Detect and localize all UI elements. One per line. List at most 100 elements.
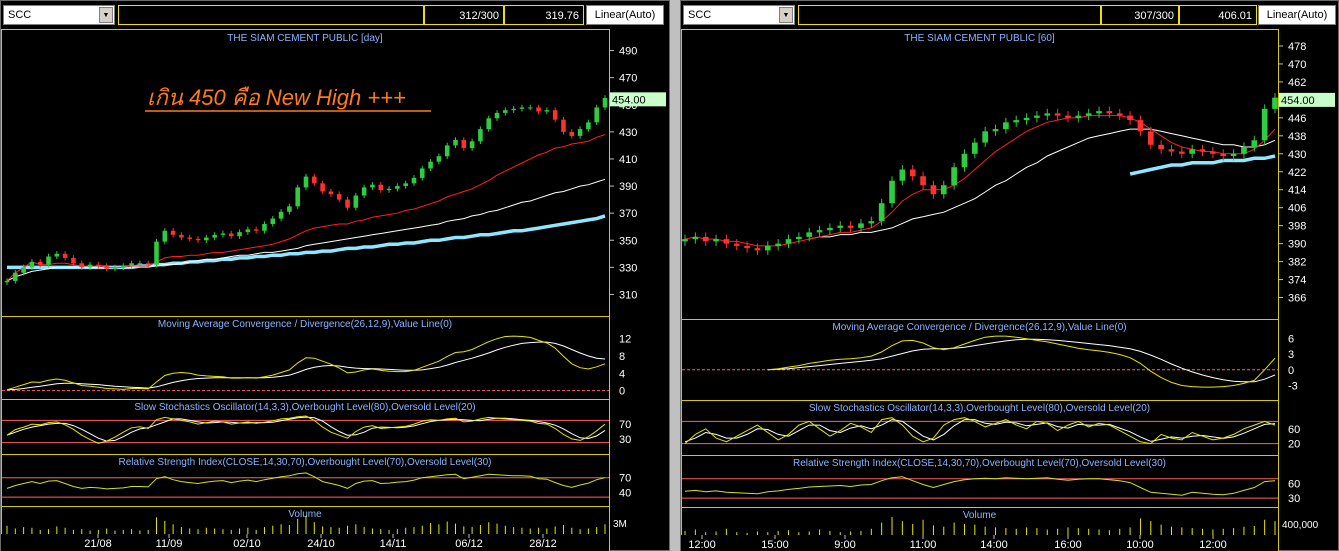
- candle-body: [46, 256, 51, 265]
- candle-body: [162, 230, 168, 242]
- candle-body: [796, 236, 802, 240]
- candle-body: [682, 239, 688, 242]
- candle-body: [1085, 113, 1092, 116]
- symbol-text: SCC: [8, 9, 32, 21]
- candle-body: [816, 230, 823, 233]
- candle-body: [1261, 108, 1268, 141]
- candle-body: [145, 263, 151, 265]
- candle-body: [1003, 122, 1009, 130]
- candle-body: [154, 241, 159, 265]
- symbol-selector[interactable]: SCC ▼: [3, 5, 115, 25]
- panel-tick-label: 8: [619, 351, 625, 363]
- candle-body: [120, 265, 126, 268]
- chart-window-hourly: SCC ▼ 307/300 406.01 Linear(Auto) THE SI…: [680, 0, 1339, 551]
- last-price-label: 454.00: [612, 94, 646, 106]
- candle-body: [940, 185, 947, 195]
- candle-body: [87, 264, 93, 268]
- panel-tick-label: 0: [619, 386, 625, 398]
- candle-body: [104, 265, 109, 269]
- chart-canvas-hourly[interactable]: THE SIAM CEMENT PUBLIC [60]4784704624544…: [681, 1, 1339, 551]
- candle-body: [511, 108, 516, 111]
- candle-body: [444, 145, 450, 157]
- panel-tick-label: 20: [1288, 439, 1300, 451]
- price-tick-label: 410: [619, 154, 637, 166]
- price-tick-label: 430: [1288, 149, 1306, 161]
- price-tick-label: 462: [1288, 77, 1306, 89]
- candle-body: [79, 263, 85, 268]
- chart-canvas-daily[interactable]: THE SIAM CEMENT PUBLIC [day]490470450430…: [1, 1, 671, 551]
- price-tick-label: 470: [1288, 59, 1306, 71]
- panel-title: Moving Average Convergence / Divergence(…: [832, 322, 1126, 333]
- price-tick-label: 374: [1288, 275, 1306, 287]
- symbol-selector[interactable]: SCC ▼: [683, 5, 795, 25]
- price-tick-label: 330: [619, 262, 637, 274]
- candle-body: [1044, 113, 1051, 116]
- candle-body: [228, 233, 234, 237]
- candle-body: [129, 263, 134, 266]
- price-tick-label: 370: [619, 208, 637, 220]
- panel-title: Slow Stochastics Oscillator(14,3,3),Over…: [809, 403, 1150, 414]
- price-tick-label: 478: [1288, 41, 1306, 53]
- candle-body: [569, 131, 575, 136]
- x-axis-band: [1, 534, 609, 551]
- x-tick-label: 15:00: [761, 539, 789, 551]
- price-tick-label: 310: [619, 289, 637, 301]
- scale-mode-button[interactable]: Linear(Auto): [586, 5, 664, 25]
- candle-body: [453, 139, 458, 146]
- panel-tick-label: 0: [1288, 365, 1294, 377]
- price-tick-label: 470: [619, 73, 637, 85]
- candle-body: [889, 180, 895, 204]
- price-readout: 319.76: [504, 5, 584, 25]
- candle-body: [552, 110, 558, 120]
- candle-body: [1075, 115, 1082, 118]
- candle-body: [702, 236, 709, 242]
- chevron-down-icon[interactable]: ▼: [779, 7, 793, 23]
- x-tick-label: 10:00: [1126, 539, 1154, 551]
- bar-count-readout: 307/300: [1101, 5, 1179, 25]
- candle-body: [436, 156, 442, 162]
- scale-mode-button[interactable]: Linear(Auto): [1258, 5, 1336, 25]
- candle-body: [345, 199, 350, 208]
- chart-toolbar: SCC ▼ 307/300 406.01 Linear(Auto): [681, 1, 1338, 29]
- panel-tick-label: 30: [619, 434, 631, 446]
- candle-body: [775, 243, 782, 246]
- candle-body: [469, 141, 475, 149]
- candle-body: [527, 107, 533, 109]
- chevron-down-icon[interactable]: ▼: [99, 7, 113, 23]
- candle-body: [361, 187, 367, 196]
- chart-toolbar: SCC ▼ 312/300 319.76 Linear(Auto): [1, 1, 669, 29]
- candle-body: [486, 118, 492, 130]
- candle-body: [1116, 113, 1123, 116]
- candle-body: [577, 129, 583, 136]
- volume-tick-label: 400,000: [1282, 520, 1319, 531]
- sma-long-line: [1129, 154, 1276, 176]
- x-tick-label: 9:00: [834, 539, 855, 551]
- candle-body: [112, 267, 118, 269]
- panel-title: Moving Average Convergence / Divergence(…: [158, 319, 452, 330]
- candle-body: [1272, 97, 1278, 109]
- candle-body: [503, 110, 508, 113]
- price-tick-label: 414: [1288, 185, 1306, 197]
- panel-tick-label: 3: [1288, 349, 1294, 361]
- candle-body: [878, 203, 885, 222]
- oscillator-line: [684, 417, 1276, 445]
- candle-body: [1251, 140, 1258, 148]
- x-tick-label: 16:00: [1054, 539, 1082, 551]
- x-tick-label: 14:00: [980, 539, 1008, 551]
- x-tick-label: 12:00: [688, 539, 716, 551]
- candle-body: [187, 237, 193, 239]
- candle-body: [1199, 149, 1206, 152]
- candle-body: [71, 257, 76, 264]
- candle-body: [1034, 115, 1040, 118]
- chart-window-daily: SCC ▼ 312/300 319.76 Linear(Auto) THE SI…: [0, 0, 670, 551]
- candle-body: [13, 272, 18, 281]
- candle-body: [982, 131, 989, 143]
- candle-body: [37, 261, 43, 265]
- oscillator-line: [684, 476, 1276, 496]
- candle-body: [713, 239, 719, 242]
- panel-tick-label: 60: [1288, 424, 1300, 436]
- last-price-label: 454.00: [1281, 95, 1315, 107]
- price-tick-label: 430: [619, 127, 637, 139]
- price-readout: 406.01: [1179, 5, 1257, 25]
- volume-title: Volume: [963, 510, 997, 521]
